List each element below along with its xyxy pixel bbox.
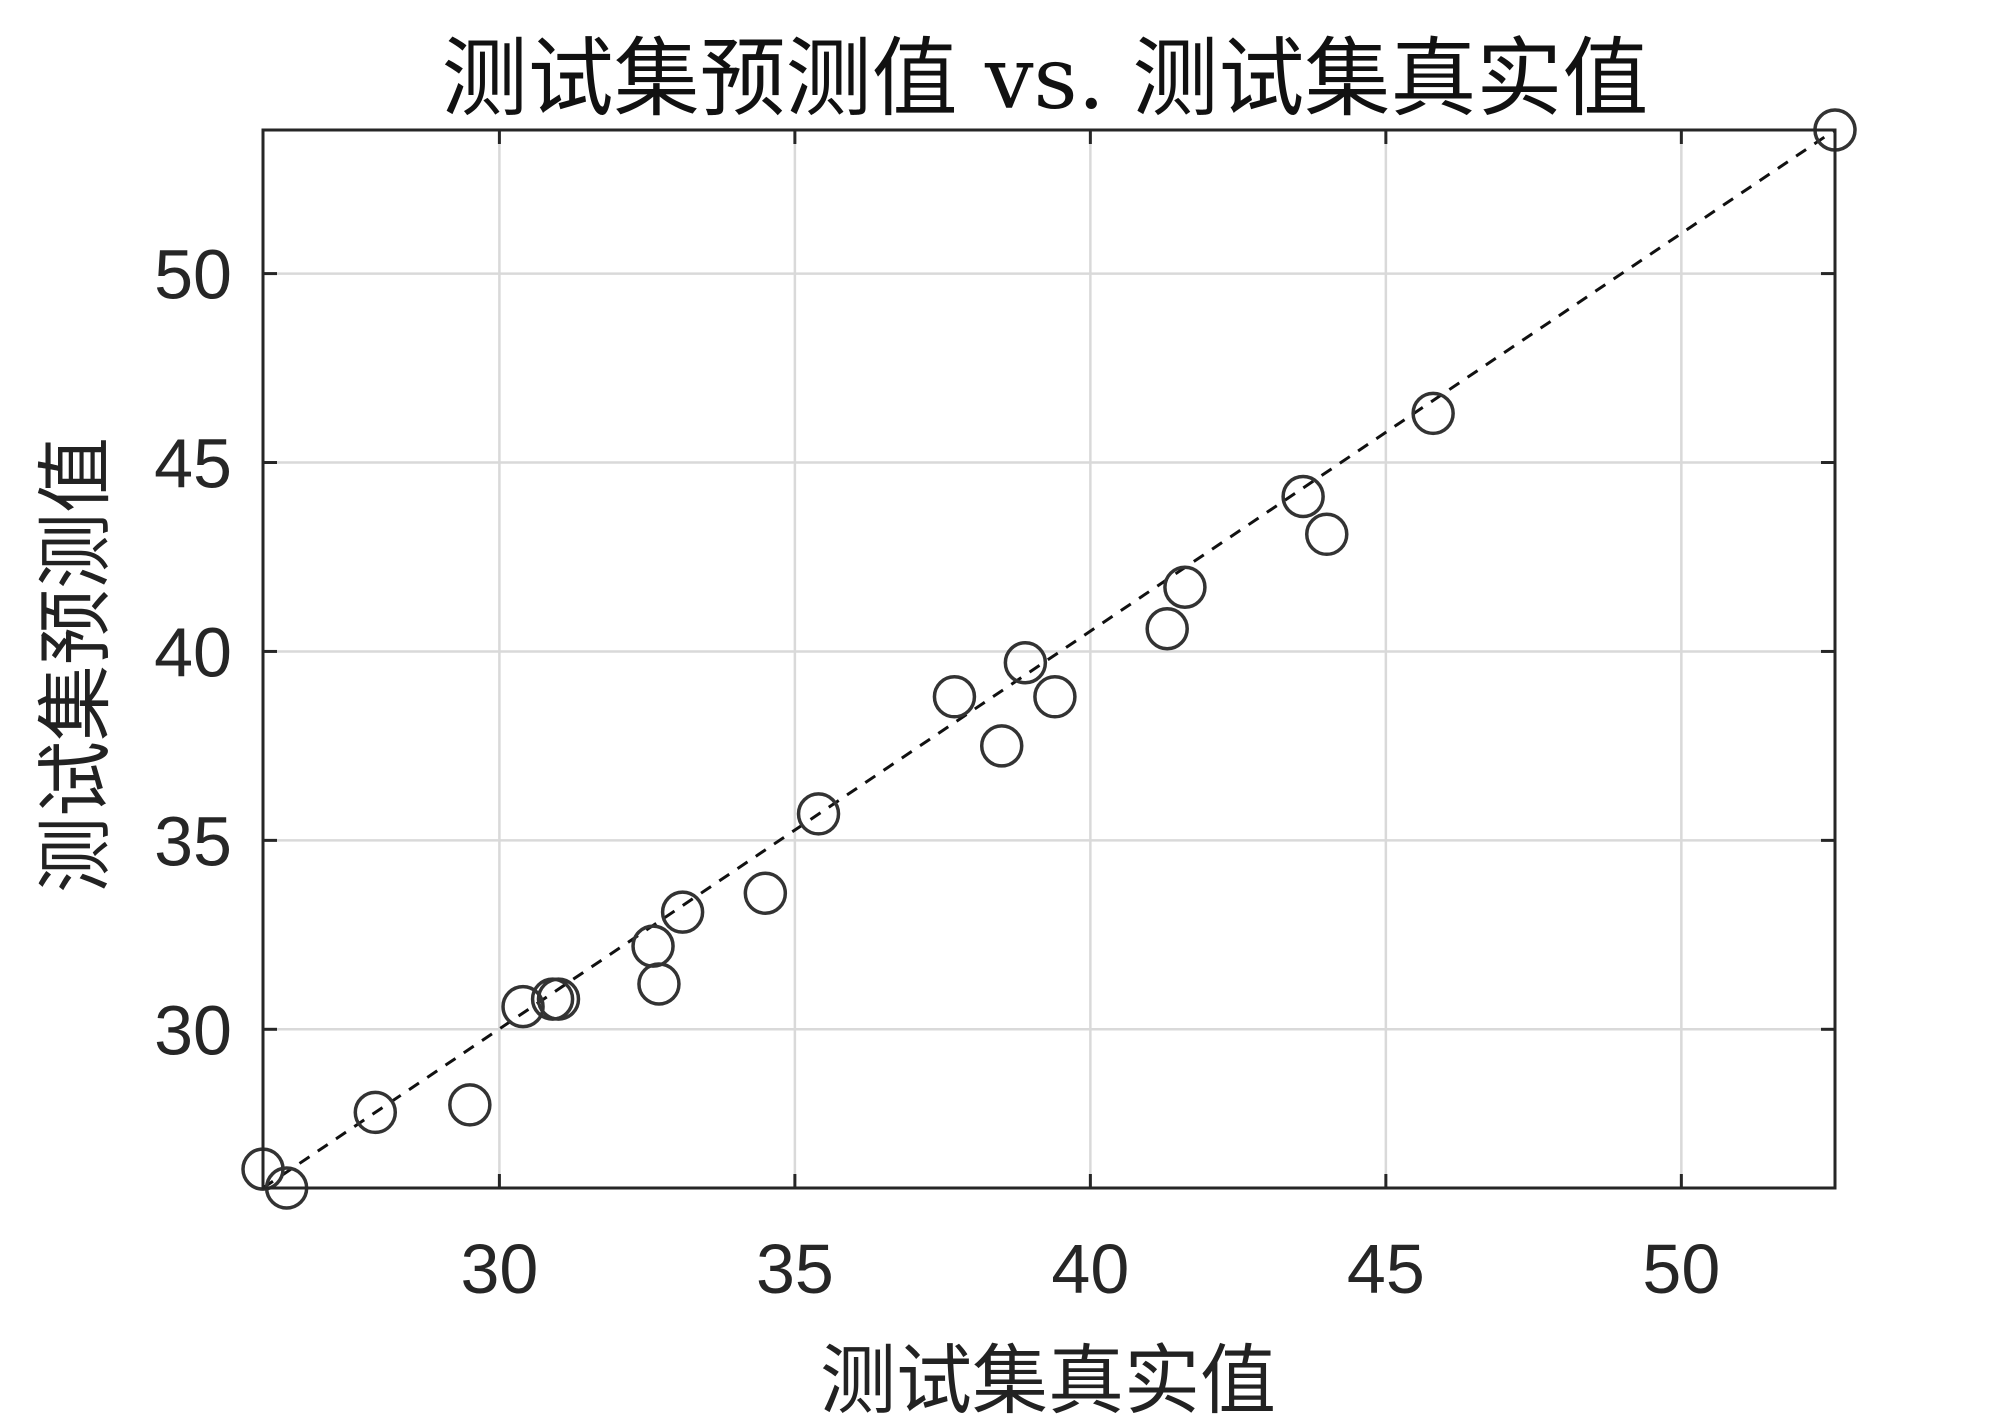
data-point bbox=[796, 792, 841, 836]
x-tick-label: 35 bbox=[756, 1230, 834, 1308]
reference-line bbox=[262, 128, 1836, 1190]
y-tick-label: 30 bbox=[154, 991, 232, 1069]
y-tick-label: 45 bbox=[154, 425, 232, 503]
y-tick-label: 40 bbox=[154, 613, 232, 691]
x-tick-label: 30 bbox=[460, 1230, 538, 1308]
data-point bbox=[448, 1083, 492, 1127]
data-point bbox=[1281, 474, 1325, 519]
data-points bbox=[241, 108, 1857, 1210]
data-point bbox=[631, 924, 675, 968]
data-point bbox=[353, 1090, 398, 1135]
x-tick-labels: 30 35 40 45 50 bbox=[460, 1230, 1720, 1308]
data-point bbox=[1163, 565, 1207, 609]
data-point bbox=[1145, 607, 1189, 651]
data-point bbox=[932, 675, 977, 719]
data-point bbox=[1411, 391, 1455, 436]
axis-ticks bbox=[263, 130, 1835, 1188]
y-tick-labels: 30 35 40 45 50 bbox=[154, 236, 232, 1070]
data-point bbox=[979, 724, 1024, 768]
plot-area-frame bbox=[261, 128, 1837, 1190]
data-point bbox=[637, 962, 681, 1006]
data-point bbox=[1003, 641, 1048, 685]
chart-title: 测试集预测值 vs. 测试集真实值 bbox=[442, 29, 1649, 129]
data-point bbox=[536, 977, 581, 1021]
data-point bbox=[1033, 675, 1077, 719]
x-tick-label: 45 bbox=[1347, 1230, 1425, 1308]
data-point bbox=[1305, 512, 1349, 557]
x-tick-label: 50 bbox=[1642, 1230, 1720, 1308]
data-point bbox=[743, 871, 788, 916]
x-tick-label: 40 bbox=[1051, 1230, 1129, 1308]
x-axis-label: 测试集真实值 bbox=[820, 1336, 1276, 1417]
grid-lines bbox=[263, 130, 1835, 1188]
data-point bbox=[660, 890, 705, 934]
reference-line-layer bbox=[262, 128, 1836, 1190]
y-axis-label: 测试集预测值 bbox=[31, 437, 120, 893]
y-tick-label: 50 bbox=[154, 236, 232, 314]
y-tick-label: 35 bbox=[154, 802, 232, 880]
data-point bbox=[501, 984, 545, 1029]
